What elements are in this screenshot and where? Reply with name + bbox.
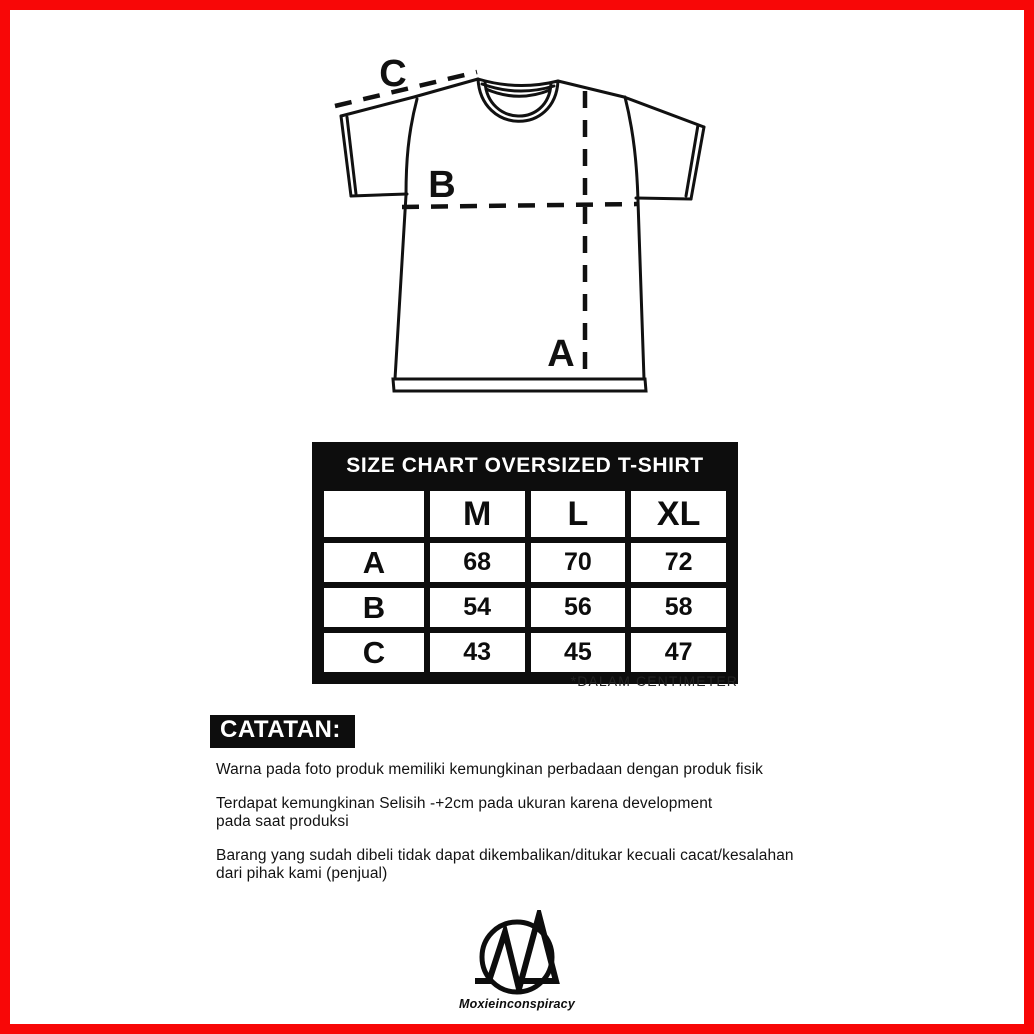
notes-heading: CATATAN: [210, 715, 355, 748]
cell-c-xl: 47 [631, 633, 726, 672]
tshirt-body-left-side [393, 193, 408, 381]
tshirt-hem-band [391, 377, 648, 393]
table-row-c: C 43 45 47 [324, 633, 726, 672]
cell-b-l: 56 [530, 588, 626, 627]
note-item-color-difference: Warna pada foto produk memiliki kemungki… [216, 761, 763, 778]
notes-list: Warna pada foto produk memiliki kemungki… [216, 761, 896, 899]
header-cell-m: M [429, 491, 525, 537]
tshirt-collar-back-line [476, 77, 560, 87]
table-row-a: A 68 70 72 [324, 543, 726, 582]
tshirt-right-cuff-inner [684, 123, 700, 198]
table-header-row: M L XL [324, 491, 726, 537]
tshirt-collar-front-outer [476, 77, 560, 123]
measure-line-c [334, 69, 478, 109]
tshirt-left-armhole-seam [404, 97, 419, 197]
tshirt-left-cuff-outer [339, 114, 353, 198]
cell-c-l: 45 [530, 633, 626, 672]
tshirt-left-shoulder-line [339, 77, 480, 118]
unit-note: *DALAM CENTIMETER [570, 673, 738, 689]
footer: Moxieinconspiracy [0, 910, 1034, 1011]
logo-m-zigzag [475, 910, 560, 990]
measure-label-a: A [547, 333, 574, 375]
tshirt-right-cuff-outer [689, 125, 706, 201]
row-label-b: B [324, 588, 424, 627]
tshirt-body-right-side [636, 199, 646, 381]
cell-a-m: 68 [429, 543, 525, 582]
header-cell-blank [324, 491, 424, 537]
header-cell-xl: XL [631, 491, 726, 537]
note-item-return-policy: Barang yang sudah dibeli tidak dapat dik… [216, 846, 794, 883]
header-cell-l: L [530, 491, 626, 537]
brand-name: Moxieinconspiracy [459, 997, 575, 1011]
measure-label-b: B [428, 164, 455, 206]
measure-label-c: C [379, 53, 406, 95]
row-label-c: C [324, 633, 424, 672]
tshirt-left-cuff-inner [345, 115, 358, 196]
measure-line-b [401, 201, 640, 210]
size-chart-panel: SIZE CHART OVERSIZED T-SHIRT M L XL A 68… [312, 442, 738, 684]
tshirt-collar-front-inner [483, 80, 553, 118]
tshirt-collar-rib-line-2 [484, 87, 552, 98]
tshirt-right-sleeve-bottom [634, 196, 693, 201]
size-chart-table: M L XL A 68 70 72 B 54 56 58 C 43 45 47 [318, 485, 732, 678]
tshirt-measurement-diagram: C B A [334, 53, 706, 393]
table-row-b: B 54 56 58 [324, 588, 726, 627]
moxie-mountain-logo-icon [475, 910, 560, 995]
tshirt-left-sleeve-bottom [349, 192, 409, 198]
note-item-size-tolerance: Terdapat kemungkinan Selisih -+2cm pada … [216, 794, 713, 831]
tshirt-collar-rib-line-1 [480, 82, 556, 93]
cell-b-m: 54 [429, 588, 525, 627]
cell-b-xl: 58 [631, 588, 726, 627]
row-label-a: A [324, 543, 424, 582]
cell-a-xl: 72 [631, 543, 726, 582]
tshirt-right-armhole-seam [623, 95, 640, 203]
cell-c-m: 43 [429, 633, 525, 672]
size-chart-title: SIZE CHART OVERSIZED T-SHIRT [346, 454, 704, 477]
cell-a-l: 70 [530, 543, 626, 582]
